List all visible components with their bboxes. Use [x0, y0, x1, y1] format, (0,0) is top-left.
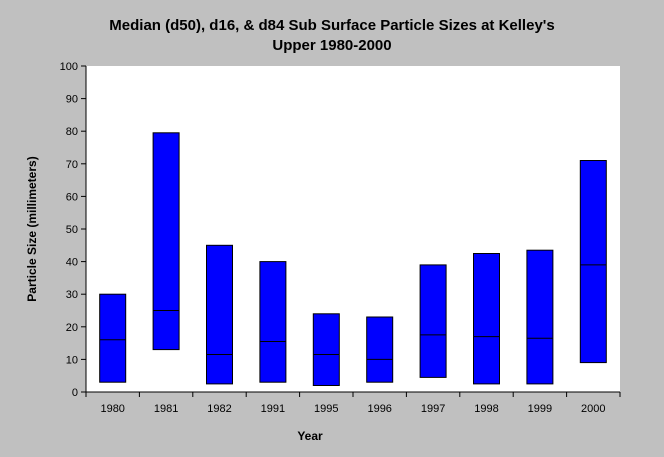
- y-tick-label-30: 30: [66, 289, 78, 301]
- x-tick-label-1980: 1980: [100, 403, 124, 415]
- range-bar-1995: [312, 313, 340, 386]
- x-tick-label-1981: 1981: [154, 403, 178, 415]
- range-bar-1996: [366, 316, 394, 383]
- bar-group: [99, 132, 607, 386]
- range-bar-1982: [206, 244, 233, 385]
- y-tick-label-0: 0: [72, 387, 78, 399]
- y-tick-label-70: 70: [66, 159, 78, 171]
- x-axis: 1980 1981 1982 1991 1995 1996 1997 1998 1999 2000: [85, 391, 621, 415]
- x-tick-label-1998: 1998: [474, 403, 498, 415]
- y-axis-title: Particle Size (millimeters): [25, 156, 39, 301]
- chart-title-line-2: Upper 1980-2000: [272, 37, 391, 54]
- y-tick-label-80: 80: [66, 126, 78, 138]
- x-tick-label-1995: 1995: [314, 403, 338, 415]
- y-tick-label-100: 100: [60, 61, 78, 73]
- y-tick-label-40: 40: [66, 257, 78, 269]
- y-axis: 0 10 20 30 40 50 60 70 80 90 100: [60, 61, 87, 399]
- x-tick-label-1982: 1982: [207, 403, 231, 415]
- y-tick-label-20: 20: [66, 322, 78, 334]
- y-tick-label-90: 90: [66, 94, 78, 106]
- range-bar-1980: [99, 293, 127, 383]
- y-tick-label-60: 60: [66, 191, 78, 203]
- chart-title-line-1: Median (d50), d16, & d84 Sub Surface Par…: [109, 17, 554, 34]
- x-tick-label-1996: 1996: [367, 403, 391, 415]
- x-tick-label-2000: 2000: [581, 403, 605, 415]
- range-bar-1991: [259, 261, 287, 383]
- x-tick-label-1991: 1991: [261, 403, 285, 415]
- range-bar-1998: [473, 253, 500, 385]
- range-bar-1999: [526, 249, 554, 385]
- range-bar-2000: [579, 160, 607, 364]
- x-tick-label-1999: 1999: [528, 403, 552, 415]
- range-bar-1997: [419, 264, 447, 378]
- y-tick-label-10: 10: [66, 354, 78, 366]
- range-bar-1981: [152, 132, 180, 351]
- x-axis-title: Year: [297, 429, 323, 443]
- y-tick-label-50: 50: [66, 224, 78, 236]
- x-tick-label-1997: 1997: [421, 403, 445, 415]
